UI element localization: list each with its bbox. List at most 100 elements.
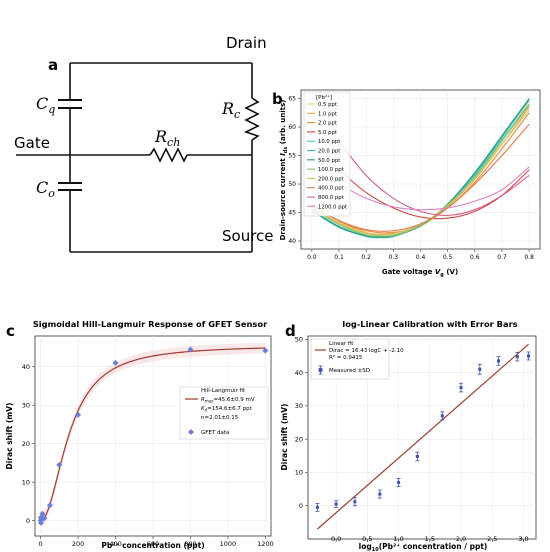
panel-d-y-tick-label: 30 [295,402,303,410]
panel-c-data-point [75,411,82,418]
panel-b-y-tick-label: 40 [288,238,296,245]
panel-b-ylabel: Drain-source current Ids (arb. units) [279,100,289,241]
panel-b-legend-entry: 5.0 ppt [318,130,337,136]
panel-b-x-tick-label: 0.2 [361,254,371,261]
panel-c-x-ticks: 0 200 400 600 800 1000 1200 [39,536,274,548]
panel-d-x-ticks: 0.0 0.5 1.0 1.5 2.0 2.5 3.0 [331,535,529,543]
panel-c-legend-n: n=2.01±0.15 [201,415,239,421]
resistor-rc [243,97,260,141]
panel-a-letter: a [48,56,58,74]
panel-d-y-tick-label: 40 [295,369,303,377]
panel-b-legend: [Pb²⁺] 0.5 ppt 1.0 ppt 2.0 ppt 5.0 ppt 10.0 … [303,91,351,217]
panel-b-series-lines [311,98,530,239]
rch-label: Rch [154,127,180,149]
panel-b-x-tick-label: 0.1 [334,254,344,261]
panel-d-plot-frame [307,335,537,540]
panel-c-data-point [262,347,269,354]
panel-d-fit-line [316,343,529,530]
panel-b-chart: b 0.0 0.1 0.2 0.3 0.4 0.5 0.6 0.7 0.8 40 45 50 55 60… [272,89,541,278]
panel-b-legend-entry: 10.0 ppt [318,139,340,145]
panel-d-data-point [353,500,357,504]
panel-d-legend-r2: R² = 0.9415 [329,354,363,361]
panel-d-x-tick-label: 2.0 [456,535,466,543]
panel-a-circuit: a Drain Gate Source Cq Co Rc Rch [14,34,274,253]
panel-d-xlabel: log10(Pb²⁺ concentration / ppt) [359,542,488,552]
rc-label: Rc [221,99,240,121]
panel-c-xlabel: Pb²⁺ concentration (ppt) [101,541,204,550]
panel-d-x-tick-label: 1.5 [425,535,435,543]
panel-d-x-tick-label: 0.0 [331,535,341,543]
panel-d-data-point [459,386,463,390]
resistor-rch [149,147,188,163]
panel-d-x-tick-label: 1.0 [393,535,403,543]
panel-c-y-ticks: 0 10 20 30 40 [22,363,35,525]
panel-d-data-point [415,454,419,458]
panel-d-y-tick-label: 0 [299,502,303,510]
panel-c-legend-rmax: Rmax=45.6±0.9 mV [201,397,255,404]
panel-c-x-tick-label: 400 [109,540,121,548]
panel-d-data-point [397,480,401,484]
panel-c-y-tick-label: 20 [22,440,30,448]
source-label: Source [222,227,274,245]
panel-b-x-tick-label: 0.8 [524,254,534,261]
panel-b-x-tick-label: 0.3 [389,254,399,261]
panel-d-x-tick-label: 0.5 [362,535,372,543]
panel-d-y-tick-label: 50 [295,336,303,344]
panel-b-y-tick-label: 55 [288,153,296,160]
panel-c-data-point [41,515,48,522]
panel-d-legend-meas: Measured ±SD [329,368,370,374]
gate-label: Gate [14,134,50,152]
panel-d-legend-fit-label: Linear fit [329,341,354,347]
panel-b-x-tick-label: 0.5 [443,254,453,261]
panel-d-x-tick-label: 3.0 [518,535,528,543]
panel-c-legend-fit-label: Hill-Langmuir fit [201,388,246,394]
panel-b-legend-entry: 0.5 ppt [318,102,337,108]
panel-d-data-point [334,502,338,506]
panel-b-y-ticks: 40 45 50 55 60 65 [288,96,301,245]
co-label: Co [36,178,55,200]
panel-b-y-tick-label: 45 [288,210,296,217]
panel-b-legend-entry: 400.0 ppt [318,186,344,192]
panel-c-legend-kd: Kd=154.6±6.7 ppt [201,406,253,413]
panel-b-legend-entry: 50.0 ppt [318,158,340,164]
panel-d-data-point [497,359,501,363]
panel-c-legend-data-label: GFET data [201,430,229,436]
circuit-wires [16,62,253,253]
panel-c-data-point [112,359,119,366]
panel-d-x-tick-label: 2.5 [487,535,497,543]
panel-c-data-point [39,510,46,517]
panel-d-data-point [527,354,531,358]
panel-d-ylabel: Dirac shift (mV) [280,404,289,471]
panel-b-series-line [311,109,530,236]
capacitor-co [58,182,82,191]
panel-c-fit-line [40,347,266,522]
panel-b-series-line [311,105,530,237]
panel-c-data-point [46,502,53,509]
drain-label: Drain [226,34,267,52]
panel-b-legend-entry: 800.0 ppt [318,195,344,201]
panel-c-x-tick-label: 600 [147,540,159,548]
panel-d-data-points [315,351,531,512]
panel-d-data-point [478,367,482,371]
panel-b-x-tick-label: 0.6 [470,254,480,261]
panel-c-x-tick-label: 1200 [257,540,274,548]
panel-b-legend-title: [Pb²⁺] [316,94,332,101]
panel-d-y-ticks: 0 10 20 30 40 50 [295,336,308,510]
panel-d-legend-meas-swatch [318,365,323,375]
panel-c-y-tick-label: 0 [26,517,30,525]
panel-b-x-tick-label: 0.0 [307,254,317,261]
panel-c-data-point [56,461,63,468]
panel-b-legend-entry: 20.0 ppt [318,149,340,155]
panel-c-data-points [37,346,269,526]
panel-b-xlabel: Gate voltage Vg (V) [382,268,458,278]
panel-b-series-line [338,140,530,216]
panel-b-series-line [338,166,530,211]
panel-b-y-tick-label: 60 [288,124,296,131]
panel-c-y-tick-label: 40 [22,363,30,371]
panel-d-chart: d log-Linear Calibration with Error Bars… [280,319,537,552]
panel-c-ylabel: Dirac shift (mV) [5,403,14,470]
panel-b-y-tick-label: 50 [288,181,296,188]
panel-d-data-point [440,414,444,418]
panel-d-data-point [515,355,519,359]
panel-c-x-tick-label: 200 [72,540,84,548]
